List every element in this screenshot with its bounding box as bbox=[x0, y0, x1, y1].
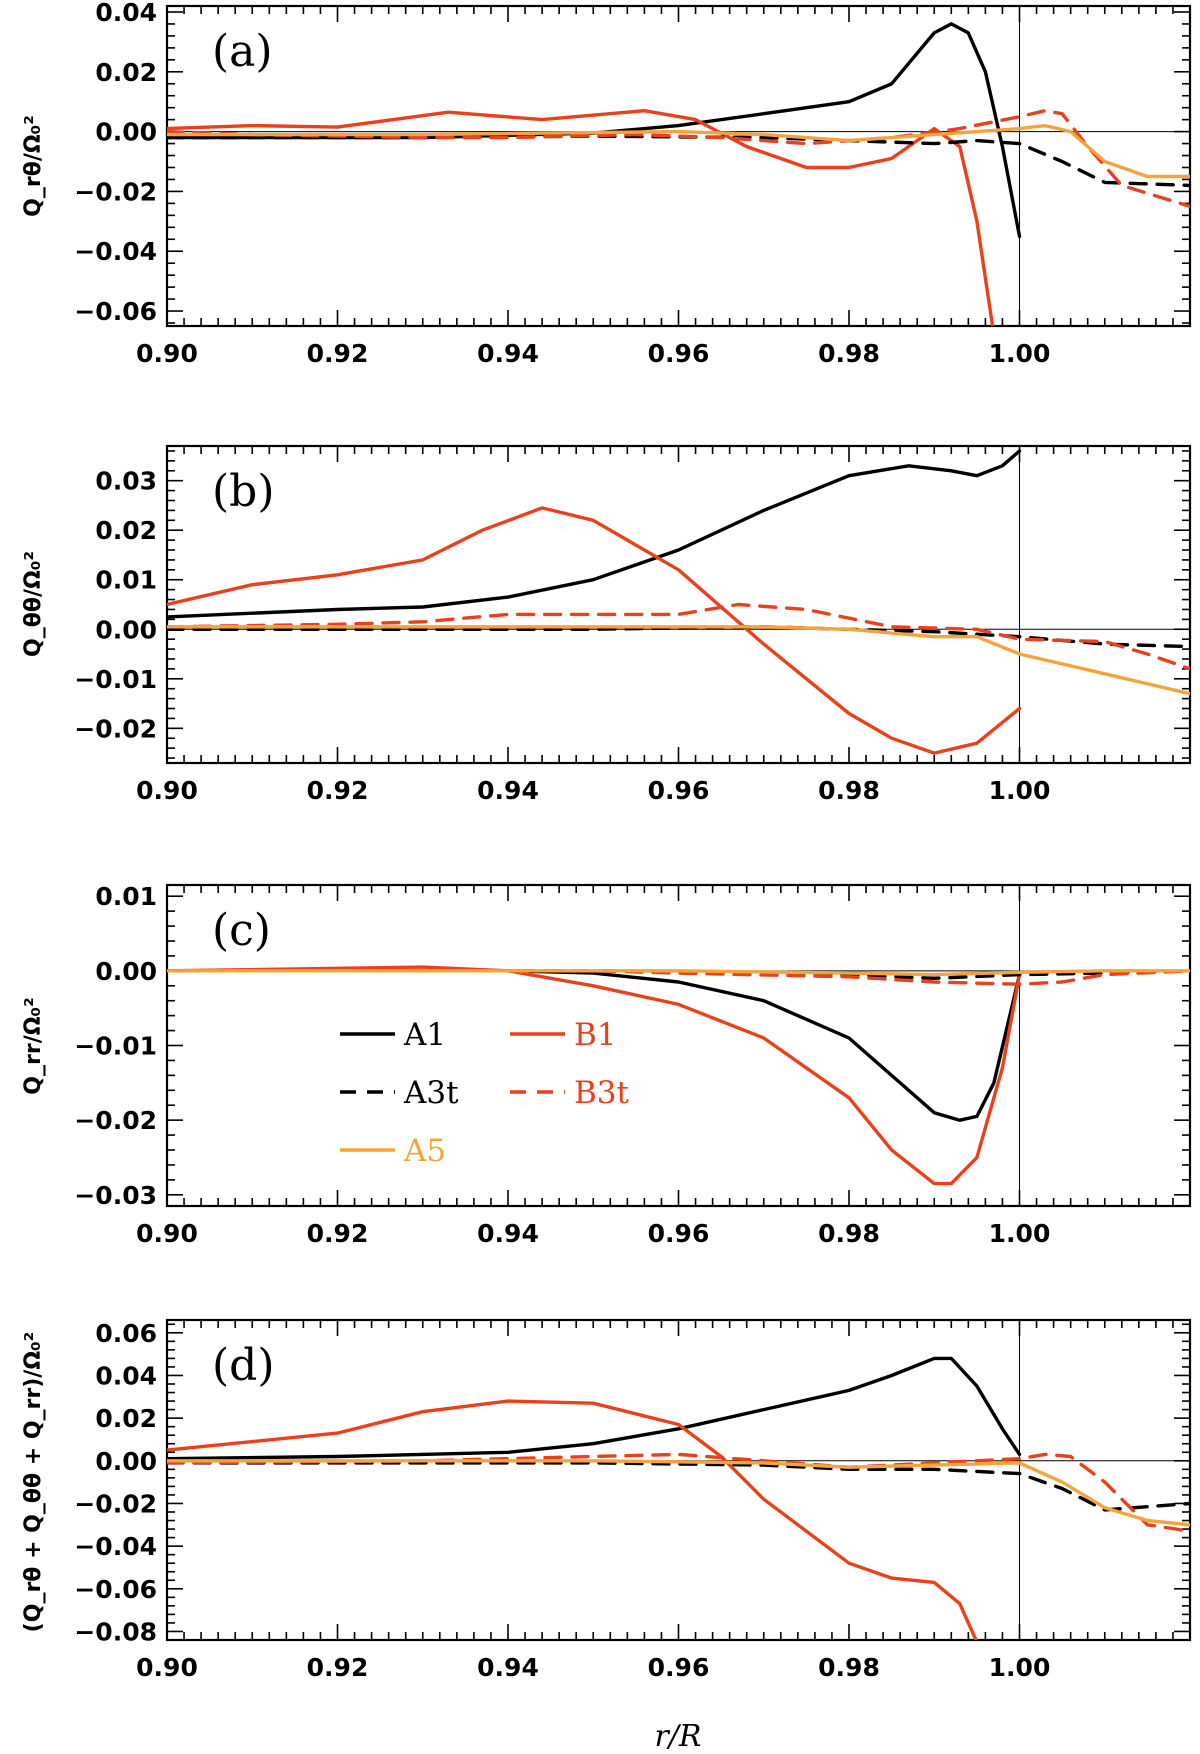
x-tick-label: 0.92 bbox=[307, 339, 369, 368]
plot-frame bbox=[165, 4, 1192, 328]
panel-tag: (b) bbox=[212, 466, 275, 517]
series-group bbox=[167, 22, 1190, 326]
x-tick-label: 0.96 bbox=[648, 339, 710, 368]
x-tick-label: 1.00 bbox=[989, 339, 1051, 368]
y-tick-label: −0.02 bbox=[74, 177, 157, 206]
series-group bbox=[167, 965, 1190, 1186]
y-axis-label: Q_rθ/Ω₀² bbox=[21, 115, 46, 217]
y-tick-label: −0.02 bbox=[74, 1489, 157, 1518]
y-axis-label: Q_rr/Ω₀² bbox=[21, 997, 46, 1094]
y-axis-label: Q_θθ/Ω₀² bbox=[21, 551, 46, 657]
y-axis-label: (Q_rθ + Q_θθ + Q_rr)/Ω₀² bbox=[21, 1332, 46, 1633]
y-tick-label: 0.04 bbox=[95, 1361, 157, 1390]
plot-frame bbox=[165, 883, 1192, 1208]
legend: A1 B1 A3t B3t A5 bbox=[340, 1017, 630, 1169]
y-tick-label: −0.02 bbox=[74, 1106, 157, 1135]
legend-label-a3t: A3t bbox=[403, 1075, 459, 1111]
y-tick-label: 0.00 bbox=[95, 1447, 157, 1476]
series-group bbox=[167, 449, 1190, 755]
series-line-a1 bbox=[167, 1356, 1022, 1461]
series-line-a1 bbox=[167, 449, 1022, 619]
panel-1: 0.90 0.92 0.94 0.96 0.98 1.00 0.04 0.02 0.00 −0.0… bbox=[21, 0, 1192, 368]
y-tick-label: 0.02 bbox=[95, 516, 157, 545]
series-line-a5 bbox=[167, 969, 1190, 977]
series-line-a5 bbox=[167, 625, 1190, 696]
x-tick-label: 0.92 bbox=[307, 776, 369, 805]
y-tick-label: −0.04 bbox=[74, 237, 157, 266]
legend-label-a5: A5 bbox=[403, 1133, 446, 1169]
series-line-b1 bbox=[167, 108, 995, 326]
y-tick-label: 0.02 bbox=[95, 58, 157, 87]
y-tick-label: 0.04 bbox=[95, 0, 157, 27]
series-line-b3t bbox=[167, 108, 1190, 209]
panel-tag: (c) bbox=[212, 905, 271, 956]
series-line-a3t bbox=[167, 969, 1190, 980]
y-tick-label: 0.00 bbox=[95, 615, 157, 644]
x-axis-label: r/R bbox=[654, 1719, 701, 1754]
y-tick-label: 0.02 bbox=[95, 1404, 157, 1433]
x-tick-label: 0.94 bbox=[477, 1653, 539, 1682]
series-line-a3t bbox=[167, 134, 1190, 188]
x-tick-label: 0.92 bbox=[307, 1653, 369, 1682]
y-tick-label: −0.06 bbox=[74, 1575, 157, 1604]
y-tick-label: −0.03 bbox=[74, 1181, 157, 1210]
x-tick-label: 0.92 bbox=[307, 1219, 369, 1248]
y-tick-label: −0.08 bbox=[74, 1617, 157, 1646]
series-group bbox=[167, 1356, 1190, 1640]
panel-4: 0.90 0.92 0.94 0.96 0.98 1.00 0.06 0.04 0.02 0.00… bbox=[21, 1319, 1192, 1682]
panel-2: 0.90 0.92 0.94 0.96 0.98 1.00 0.03 0.02 0.01 0.00… bbox=[21, 444, 1192, 805]
y-tick-label: −0.04 bbox=[74, 1532, 157, 1561]
series-line-a5 bbox=[167, 1459, 1190, 1527]
x-tick-label: 0.98 bbox=[818, 776, 880, 805]
y-tick-label: 0.01 bbox=[95, 566, 157, 595]
x-tick-label: 1.00 bbox=[989, 1219, 1051, 1248]
x-tick-label: 0.96 bbox=[648, 776, 710, 805]
x-tick-label: 0.96 bbox=[648, 1219, 710, 1248]
series-line-b3t bbox=[167, 1452, 1190, 1533]
x-tick-label: 0.94 bbox=[477, 339, 539, 368]
series-line-a3t bbox=[167, 625, 1190, 649]
x-tick-label: 0.94 bbox=[477, 1219, 539, 1248]
y-tick-label: 0.00 bbox=[95, 957, 157, 986]
series-line-b3t bbox=[167, 969, 1190, 986]
series-line-a1 bbox=[167, 22, 1022, 239]
panel-tag: (a) bbox=[212, 26, 273, 77]
y-tick-label: 0.06 bbox=[95, 1319, 157, 1348]
plot-frame bbox=[165, 444, 1192, 765]
x-tick-label: 0.94 bbox=[477, 776, 539, 805]
x-tick-label: 0.90 bbox=[136, 339, 198, 368]
x-tick-label: 0.90 bbox=[136, 1219, 198, 1248]
panel-3: 0.90 0.92 0.94 0.96 0.98 1.00 0.01 0.00 −0.01 −0.… bbox=[21, 882, 1192, 1248]
x-tick-label: 0.98 bbox=[818, 1653, 880, 1682]
y-tick-label: 0.00 bbox=[95, 118, 157, 147]
legend-label-b1: B1 bbox=[574, 1017, 617, 1053]
y-tick-label: 0.03 bbox=[95, 467, 157, 496]
series-line-b1 bbox=[167, 1399, 978, 1640]
legend-label-a1: A1 bbox=[403, 1017, 446, 1053]
series-line-a1 bbox=[167, 969, 1022, 1122]
legend-label-b3t: B3t bbox=[574, 1075, 630, 1111]
x-tick-label: 0.98 bbox=[818, 339, 880, 368]
x-tick-label: 1.00 bbox=[989, 776, 1051, 805]
x-tick-label: 0.90 bbox=[136, 776, 198, 805]
series-line-a5 bbox=[167, 123, 1190, 179]
series-line-b3t bbox=[167, 602, 1190, 671]
y-tick-label: −0.06 bbox=[74, 297, 157, 326]
series-line-a3t bbox=[167, 1461, 1190, 1512]
y-tick-label: −0.01 bbox=[74, 665, 157, 694]
y-tick-label: −0.02 bbox=[74, 714, 157, 743]
x-tick-label: 1.00 bbox=[989, 1653, 1051, 1682]
series-line-b1 bbox=[167, 506, 1022, 755]
x-tick-label: 0.90 bbox=[136, 1653, 198, 1682]
y-tick-label: 0.01 bbox=[95, 882, 157, 911]
y-tick-label: −0.01 bbox=[74, 1032, 157, 1061]
panel-tag: (d) bbox=[212, 1340, 275, 1391]
x-tick-label: 0.96 bbox=[648, 1653, 710, 1682]
x-tick-label: 0.98 bbox=[818, 1219, 880, 1248]
